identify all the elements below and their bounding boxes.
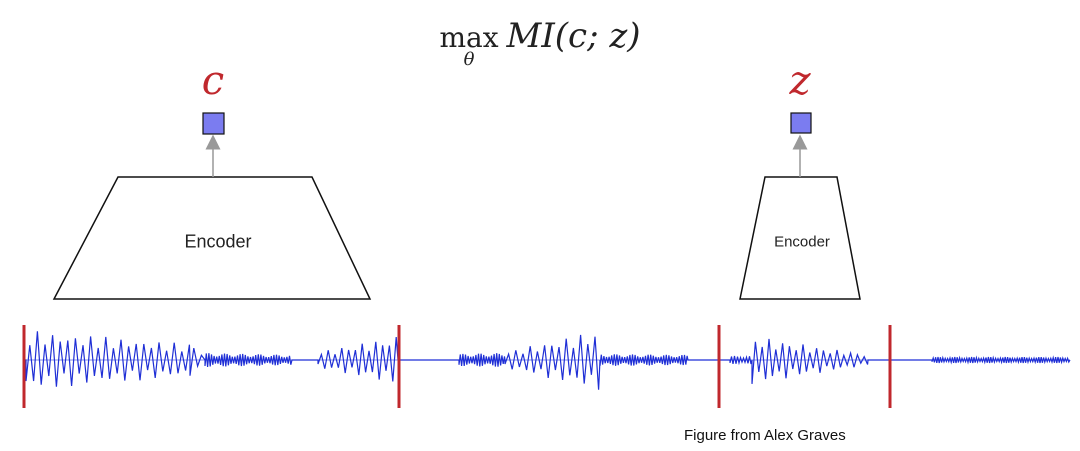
operator-subscript: θ [463,49,475,70]
latent-c-box [202,112,225,135]
figure-caption: Figure from Alex Graves [684,427,846,444]
encoder-left-trapezoid [52,176,372,300]
max-operator: max θ [439,21,499,70]
audio-waveform [24,331,1071,390]
encoder-right-trapezoid [739,176,861,300]
formula-expression: MI(c; z) [506,16,641,56]
encoder-left-label: Encoder [184,231,252,252]
encoder-right-label: Encoder [774,233,830,251]
latent-z-label: z [789,58,811,104]
operator-text: max [439,21,499,54]
objective-formula: max θ MI(c; z) [0,16,1080,70]
latent-c-label: c [201,58,225,104]
latent-z-box [790,112,812,134]
